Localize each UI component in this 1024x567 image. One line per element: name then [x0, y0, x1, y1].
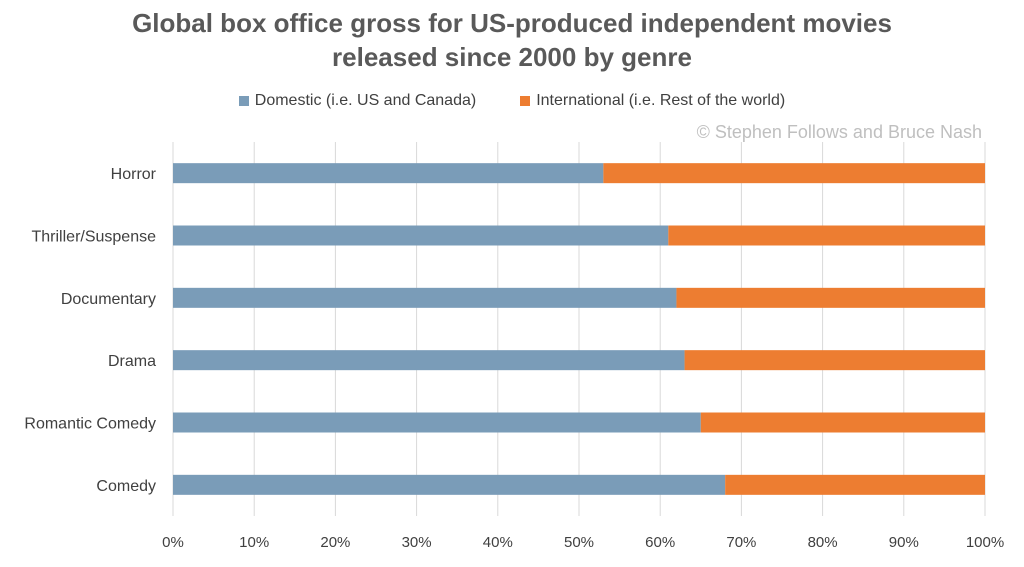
- category-label: Comedy: [96, 478, 156, 495]
- bar-domestic: [173, 287, 677, 308]
- x-tick-label: 90%: [889, 534, 919, 551]
- bar-domestic: [173, 163, 604, 184]
- bar-domestic: [173, 474, 726, 495]
- category-label: Romantic Comedy: [24, 416, 156, 433]
- chart-title-line2: released since 2000 by genre: [332, 42, 692, 72]
- category-label: Thriller/Suspense: [32, 229, 157, 246]
- x-tick-label: 40%: [483, 534, 513, 551]
- bar-international: [668, 225, 985, 246]
- chart-title-line1: Global box office gross for US-produced …: [132, 8, 892, 38]
- x-tick-label: 100%: [966, 534, 1004, 551]
- x-tick-label: 10%: [239, 534, 269, 551]
- x-tick-label: 20%: [320, 534, 350, 551]
- legend: Domestic (i.e. US and Canada) Internatio…: [0, 92, 1024, 110]
- bar-domestic: [173, 412, 701, 433]
- bar-international: [725, 474, 985, 495]
- category-label: Horror: [111, 166, 157, 183]
- bar-domestic: [173, 350, 685, 371]
- legend-item-domestic: Domestic (i.e. US and Canada): [238, 92, 477, 110]
- legend-label-domestic: Domestic (i.e. US and Canada): [254, 92, 477, 109]
- bar-international: [684, 350, 985, 371]
- x-tick-label: 70%: [726, 534, 756, 551]
- legend-swatch-domestic: [238, 96, 249, 106]
- bar-international: [603, 163, 985, 184]
- x-tick-label: 60%: [645, 534, 675, 551]
- legend-label-international: International (i.e. Rest of the world): [536, 92, 786, 109]
- bar-international: [700, 412, 985, 433]
- category-label: Drama: [108, 353, 156, 370]
- x-tick-label: 0%: [162, 534, 184, 551]
- legend-item-international: International (i.e. Rest of the world): [520, 92, 785, 110]
- x-tick-label: 80%: [808, 534, 838, 551]
- category-label: Documentary: [61, 291, 156, 308]
- chart-title: Global box office gross for US-produced …: [0, 6, 1024, 74]
- x-tick-label: 50%: [564, 534, 594, 551]
- x-tick-label: 30%: [402, 534, 432, 551]
- legend-swatch-international: [520, 96, 531, 106]
- copyright-credit: © Stephen Follows and Bruce Nash: [696, 122, 982, 142]
- bar-domestic: [173, 225, 669, 246]
- bar-international: [676, 287, 985, 308]
